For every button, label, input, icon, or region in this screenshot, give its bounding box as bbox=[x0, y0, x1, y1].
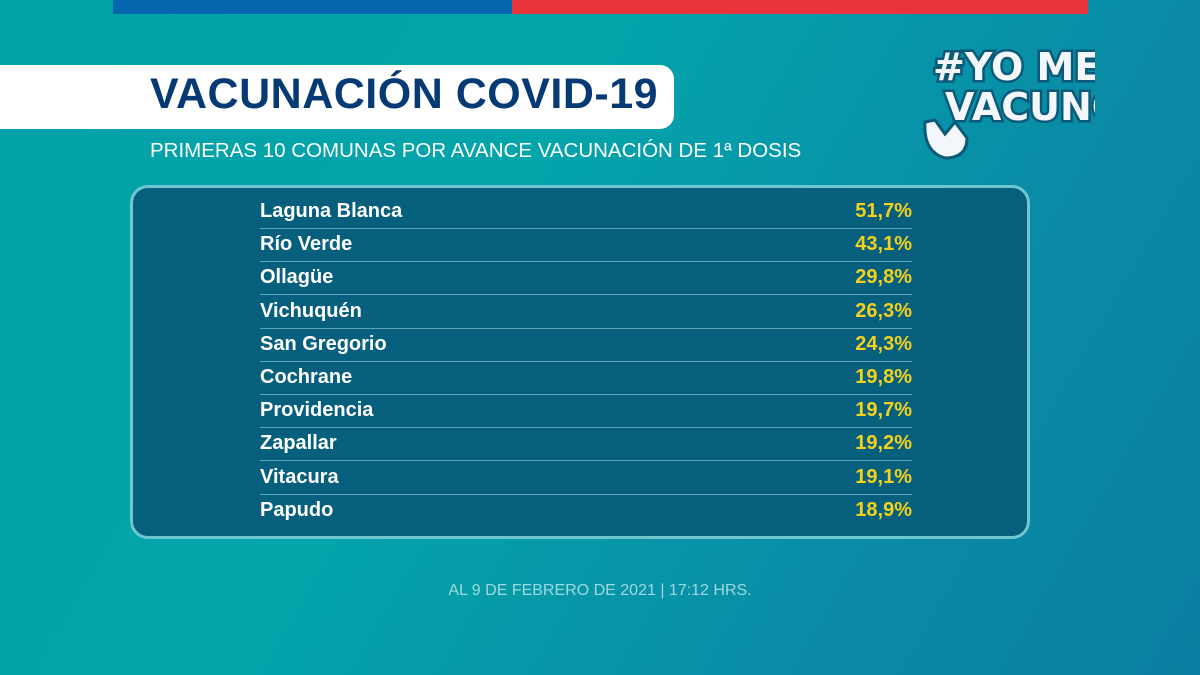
table-row: Providencia 19,7% bbox=[260, 394, 912, 429]
red-stripe bbox=[512, 0, 1088, 14]
timestamp: AL 9 DE FEBRERO DE 2021 | 17:12 HRS. bbox=[448, 582, 752, 599]
vaccination-percent: 51,7% bbox=[855, 200, 912, 222]
comuna-name: Cochrane bbox=[260, 366, 353, 388]
vaccination-percent: 19,8% bbox=[855, 366, 912, 388]
vaccination-percent: 26,3% bbox=[855, 299, 912, 322]
peace-hand-icon bbox=[923, 118, 969, 160]
table-row: San Gregorio 24,3% bbox=[260, 328, 912, 362]
vaccination-percent: 24,3% bbox=[855, 332, 912, 355]
comuna-name: San Gregorio bbox=[260, 332, 387, 355]
yo-me-vacuno-logo: #YO ME VACUNO bbox=[923, 43, 1095, 160]
table-row: Cochrane 19,8% bbox=[260, 361, 912, 395]
logo-line2: VACUNO bbox=[945, 85, 1095, 129]
comuna-name: Ollagüe bbox=[260, 266, 334, 289]
ranking-table bbox=[130, 185, 1030, 539]
logo-line1: #YO ME bbox=[933, 45, 1095, 89]
table-row: Vitacura 19,1% bbox=[260, 461, 912, 495]
page-title: VACUNACIÓN COVID-19 bbox=[150, 70, 659, 118]
comuna-name: Providencia bbox=[260, 399, 374, 422]
vaccination-percent: 19,7% bbox=[855, 399, 912, 422]
blue-stripe bbox=[113, 0, 512, 14]
title-banner bbox=[0, 65, 674, 129]
vaccination-percent: 29,8% bbox=[855, 266, 912, 289]
table-row: Río Verde 43,1% bbox=[260, 228, 912, 263]
vaccination-percent: 19,2% bbox=[855, 432, 912, 455]
page-subtitle: PRIMERAS 10 COMUNAS POR AVANCE VACUNACIÓ… bbox=[150, 139, 802, 162]
table-row: Vichuquén 26,3% bbox=[260, 295, 912, 329]
table-row: Laguna Blanca 51,7% bbox=[260, 195, 912, 229]
comuna-name: Río Verde bbox=[260, 233, 353, 256]
table-row: Zapallar 19,2% bbox=[260, 427, 912, 462]
vaccination-percent: 43,1% bbox=[855, 233, 912, 256]
vaccination-percent: 19,1% bbox=[855, 465, 912, 488]
table-row: Ollagüe 29,8% bbox=[260, 261, 912, 296]
table-row: Papudo 18,9% bbox=[260, 494, 912, 527]
comuna-name: Vichuquén bbox=[260, 299, 362, 322]
comuna-name: Laguna Blanca bbox=[260, 200, 403, 222]
comuna-name: Vitacura bbox=[260, 465, 339, 488]
vaccination-percent: 18,9% bbox=[855, 498, 912, 521]
comuna-name: Papudo bbox=[260, 498, 334, 521]
comuna-name: Zapallar bbox=[260, 432, 337, 455]
